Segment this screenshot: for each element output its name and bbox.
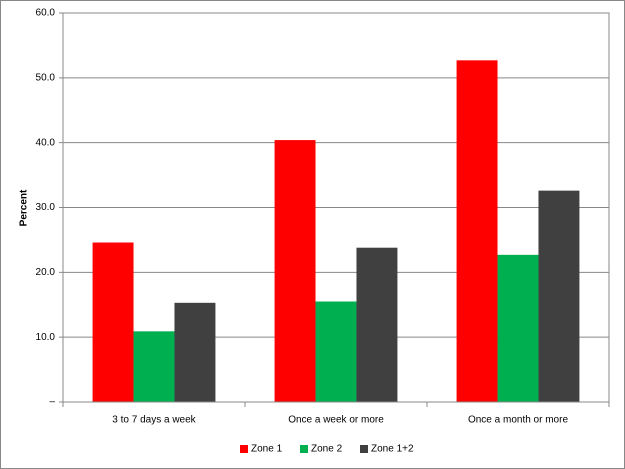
bar	[315, 301, 357, 402]
legend-label: Zone 2	[311, 444, 343, 455]
bar	[356, 247, 398, 402]
x-tick-label: Once a week or more	[288, 415, 384, 426]
y-tick-label: 30.0	[36, 202, 56, 213]
legend-label: Zone 1	[251, 444, 283, 455]
y-tick-label: 40.0	[36, 137, 56, 148]
x-tick-label: 3 to 7 days a week	[112, 415, 196, 426]
x-tick-label: Once a month or more	[468, 415, 568, 426]
y-tick-label: 20.0	[36, 267, 56, 278]
y-tick-label: 50.0	[36, 72, 56, 83]
y-tick-label: –	[49, 397, 55, 408]
legend-swatch	[300, 445, 308, 453]
y-tick-label: 10.0	[36, 332, 56, 343]
bar	[174, 302, 216, 402]
legend-swatch	[240, 445, 248, 453]
y-tick-label: 60.0	[36, 8, 56, 19]
bar	[538, 190, 580, 402]
legend-label: Zone 1+2	[371, 444, 414, 455]
bar	[456, 60, 498, 402]
bar	[274, 140, 316, 402]
bar	[92, 242, 134, 402]
bar	[133, 331, 175, 402]
y-axis-label: Percent	[19, 189, 30, 226]
legend-swatch	[360, 445, 368, 453]
bar	[497, 254, 539, 402]
